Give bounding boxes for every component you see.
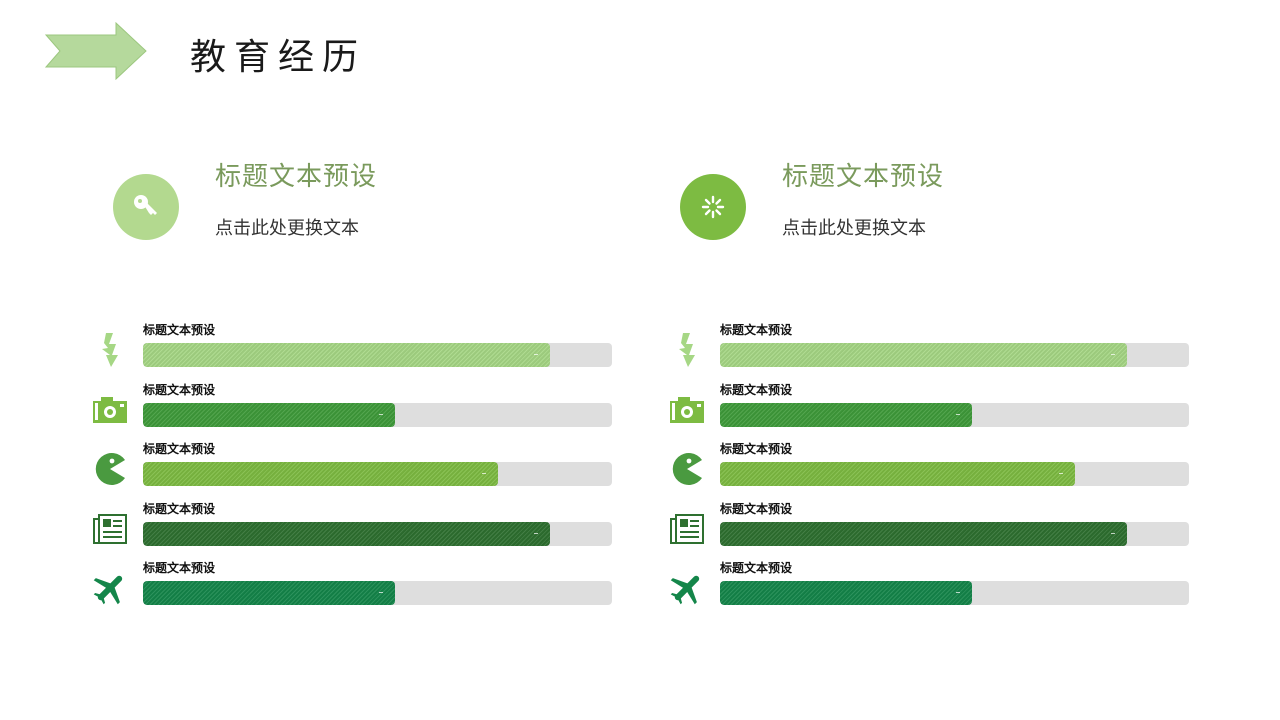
progress-track [143, 581, 612, 605]
arrow-right-icon [44, 22, 147, 80]
skill-label: 标题文本预设 [720, 442, 793, 456]
page-title: 教育经历 [190, 37, 367, 78]
skill-row: 标题文本预设 [669, 556, 1199, 616]
airplane-icon [669, 570, 705, 606]
progress-fill [143, 462, 499, 486]
progress-fill [720, 343, 1128, 367]
intro-block-left: 标题文本预设 点击此处更换文本 [113, 150, 533, 260]
lightning-icon [669, 332, 705, 368]
skill-label: 标题文本预设 [143, 442, 216, 456]
progress-fill [143, 343, 551, 367]
pacman-icon [92, 451, 128, 487]
skill-row: 标题文本预设 [92, 378, 622, 438]
skill-label: 标题文本预设 [720, 561, 793, 575]
skill-label: 标题文本预设 [720, 501, 793, 516]
progress-fill [143, 402, 395, 427]
skill-row: 标题文本预设 [669, 318, 1199, 378]
progress-track [720, 521, 1189, 546]
progress-track [143, 521, 612, 546]
progress-track [143, 462, 612, 486]
camera-icon [669, 392, 705, 428]
progress-fill [720, 581, 972, 605]
newspaper-icon [92, 511, 128, 547]
progress-track [720, 581, 1189, 605]
intro-title: 标题文本预设 [782, 162, 945, 192]
key-icon-badge [113, 174, 179, 240]
skill-list-right: 标题文本预设 标题文本预设 标题文本预设 标题文本预设 标题文本预设 [669, 318, 1199, 616]
progress-track [143, 343, 612, 367]
skill-row: 标题文本预设 [92, 497, 622, 557]
intro-block-right: 标题文本预设 点击此处更换文本 [680, 150, 1100, 260]
progress-fill [720, 402, 972, 427]
spinner-icon-badge [680, 174, 746, 240]
intro-title: 标题文本预设 [215, 162, 378, 192]
intro-subtitle[interactable]: 点击此处更换文本 [215, 218, 359, 239]
camera-icon [92, 392, 128, 428]
skill-label: 标题文本预设 [143, 323, 216, 337]
skill-label: 标题文本预设 [720, 382, 793, 397]
skill-label: 标题文本预设 [143, 501, 216, 516]
skill-row: 标题文本预设 [92, 556, 622, 616]
skill-label: 标题文本预设 [720, 323, 793, 337]
skill-row: 标题文本预设 [669, 497, 1199, 557]
progress-fill [720, 462, 1076, 486]
skill-label: 标题文本预设 [143, 561, 216, 575]
progress-track [143, 402, 612, 427]
loading-spinner-icon [701, 195, 725, 219]
skill-row: 标题文本预设 [92, 318, 622, 378]
progress-fill [143, 521, 551, 546]
skill-row: 标题文本预设 [669, 437, 1199, 497]
progress-fill [720, 521, 1128, 546]
progress-track [720, 343, 1189, 367]
newspaper-icon [669, 511, 705, 547]
intro-subtitle[interactable]: 点击此处更换文本 [782, 218, 926, 239]
pacman-icon [669, 451, 705, 487]
skill-row: 标题文本预设 [92, 437, 622, 497]
key-icon [134, 195, 157, 215]
skill-row: 标题文本预设 [669, 378, 1199, 438]
airplane-icon [92, 570, 128, 606]
progress-track [720, 402, 1189, 427]
progress-fill [143, 581, 395, 605]
lightning-icon [92, 332, 128, 368]
skill-list-left: 标题文本预设 标题文本预设 标题文本预设 标题文本预设 标题文本预设 [92, 318, 622, 616]
skill-label: 标题文本预设 [143, 382, 216, 397]
progress-track [720, 462, 1189, 486]
